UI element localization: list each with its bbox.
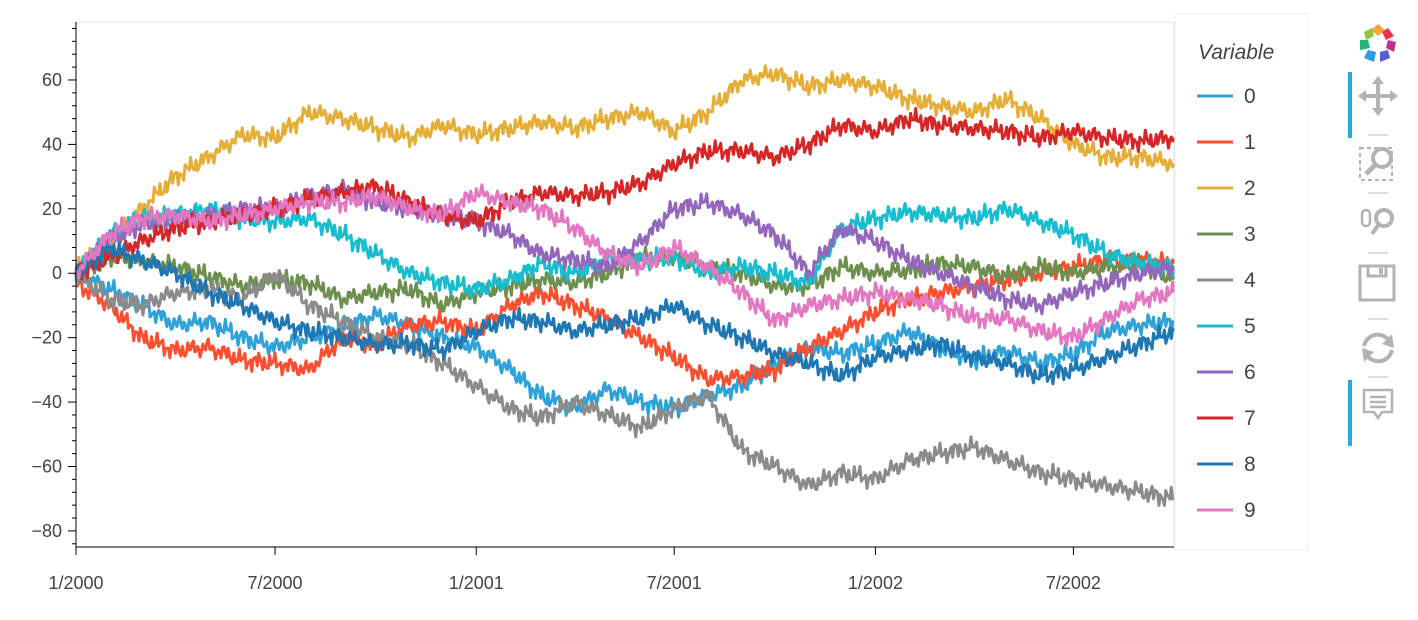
y-tick-label: 0 (52, 263, 62, 283)
toolbar-separator (1368, 192, 1388, 194)
save-icon[interactable] (1354, 260, 1402, 308)
legend-label-7: 7 (1244, 407, 1256, 430)
toolbar-separator (1368, 318, 1388, 320)
axes (75, 22, 1174, 548)
series-line-6 (74, 178, 1175, 316)
y-tick-label: −40 (31, 392, 62, 412)
x-tick-label: 1/2000 (48, 573, 103, 593)
toolbar-separator (1368, 252, 1388, 254)
x-tick-label: 7/2001 (647, 573, 702, 593)
reset-icon[interactable] (1354, 324, 1402, 372)
legend-label-5: 5 (1244, 315, 1256, 338)
y-tick-label: 20 (42, 199, 62, 219)
y-ticks: 60 40 20 0 −20 −40 −60 −80 (31, 27, 76, 545)
y-tick-label: 40 (42, 134, 62, 154)
legend-label-4: 4 (1244, 269, 1256, 292)
series-line-7 (74, 106, 1176, 281)
legend-items: 0 1 2 3 4 5 6 7 8 9 (1197, 85, 1256, 522)
y-tick-label: −60 (31, 456, 62, 476)
x-tick-label: 1/2002 (848, 573, 903, 593)
toolbar-separator (1368, 134, 1388, 136)
legend-box (1174, 13, 1309, 551)
legend-label-2: 2 (1244, 177, 1256, 200)
pan-icon[interactable] (1348, 72, 1402, 138)
legend-label-9: 9 (1244, 499, 1256, 522)
legend-label-1: 1 (1244, 131, 1256, 154)
wheel-zoom-icon[interactable] (1354, 198, 1402, 246)
y-tick-label: −80 (31, 521, 62, 541)
series-lines (74, 64, 1176, 507)
legend-title: Variable (1198, 41, 1274, 64)
x-tick-label: 7/2000 (248, 573, 303, 593)
toolbar (1346, 14, 1410, 454)
legend-label-0: 0 (1244, 85, 1256, 108)
x-tick-label: 7/2002 (1046, 573, 1101, 593)
toolbar-separator (1368, 376, 1388, 378)
legend-label-8: 8 (1244, 453, 1256, 476)
legend-label-6: 6 (1244, 361, 1256, 384)
box-zoom-icon[interactable] (1354, 140, 1402, 188)
series-line-9 (74, 183, 1176, 349)
series-line-4 (74, 269, 1175, 507)
hover-icon[interactable] (1348, 380, 1402, 446)
series-line-8 (74, 237, 1176, 386)
legend-label-3: 3 (1244, 223, 1256, 246)
y-tick-label: −20 (31, 328, 62, 348)
bokeh-logo-icon[interactable] (1354, 20, 1402, 68)
series-line-2 (75, 64, 1176, 272)
legend: Variable 0 1 2 3 4 5 6 7 8 9 (1174, 13, 1309, 551)
x-tick-label: 1/2001 (449, 573, 504, 593)
y-tick-label: 60 (42, 70, 62, 90)
x-ticks: 1/2000 7/2000 1/2001 7/2001 1/2002 7/2002 (48, 547, 1101, 593)
